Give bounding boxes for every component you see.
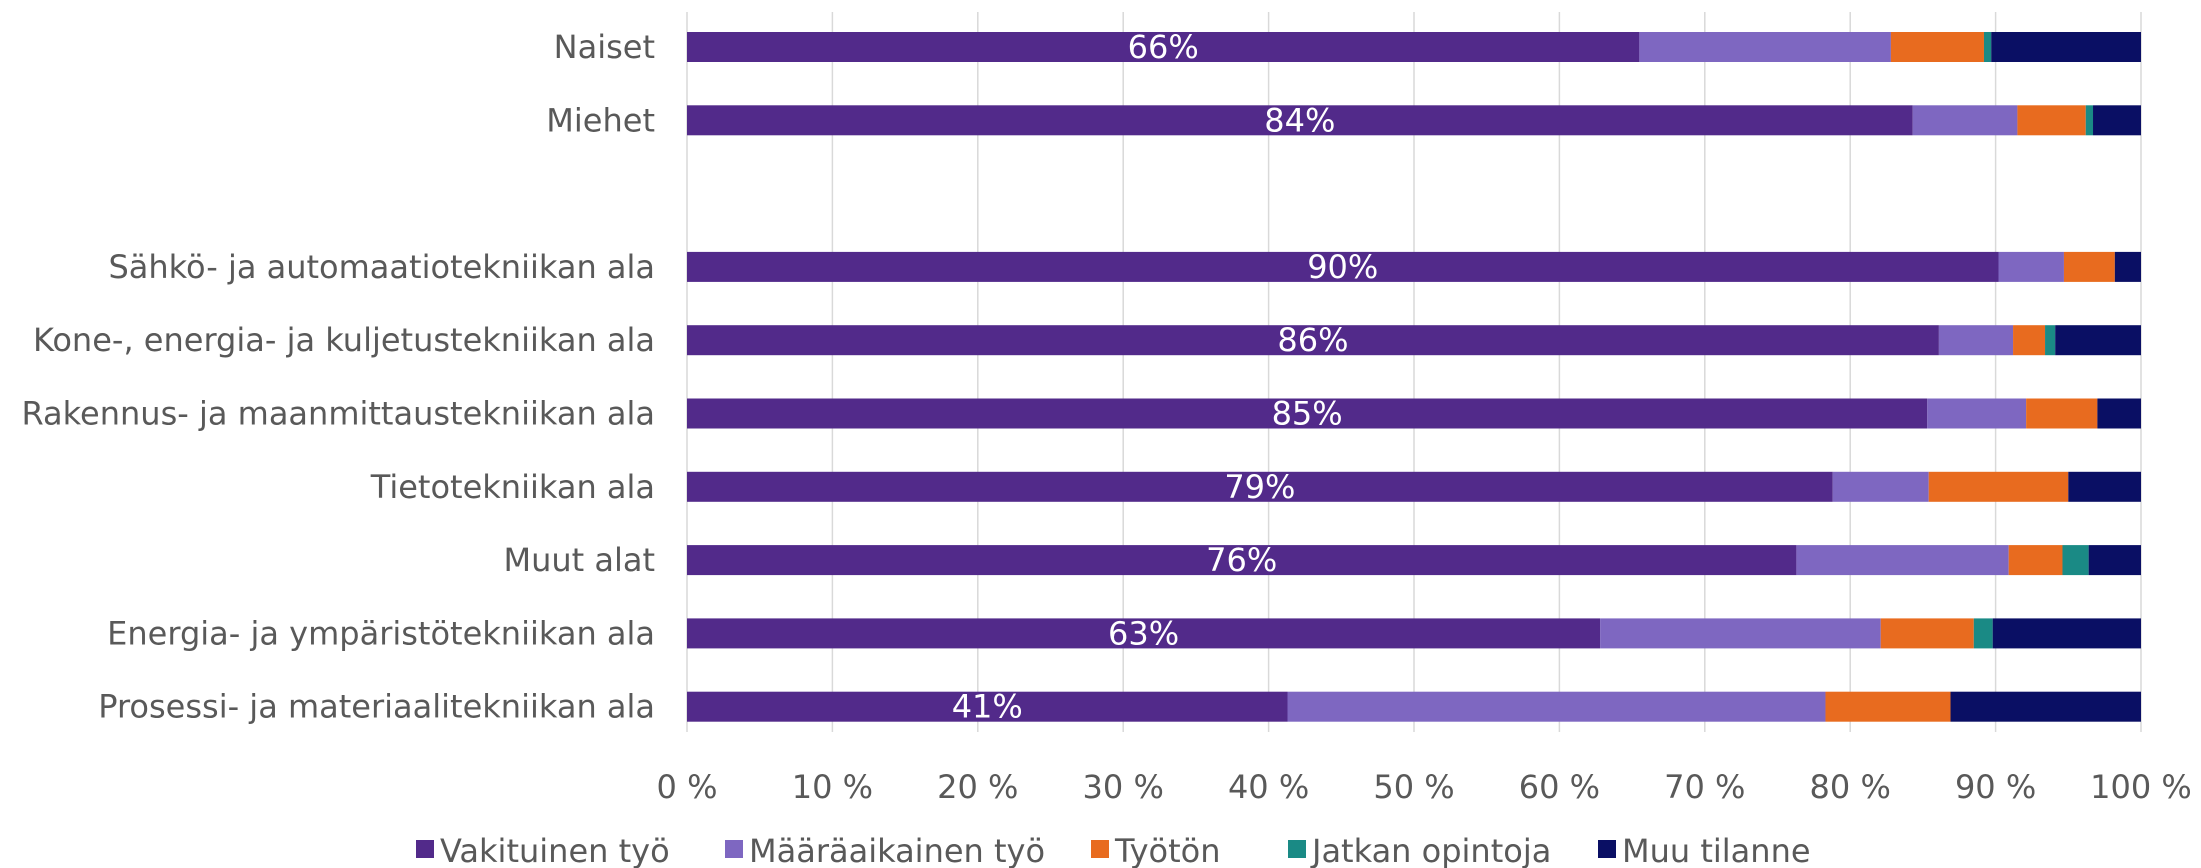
bar-segment — [2008, 545, 2063, 576]
bar-segment — [1287, 691, 1826, 722]
bar-segment — [1912, 105, 2018, 136]
category-label: Naiset — [554, 28, 655, 66]
bars — [687, 32, 2141, 722]
data-label: 66% — [1128, 28, 1199, 66]
category-label: Muut alat — [503, 541, 655, 579]
bar-segment — [687, 325, 1939, 356]
x-tick-label: 80 % — [1810, 768, 1891, 806]
x-tick-label: 60 % — [1519, 768, 1600, 806]
category-label: Prosessi- ja materiaalitekniikan ala — [98, 688, 655, 726]
bar-segment — [687, 618, 1601, 649]
x-tick-label: 50 % — [1373, 768, 1454, 806]
bar-segment — [2026, 398, 2098, 429]
bar-segment — [687, 691, 1288, 722]
bar-segment — [687, 398, 1928, 429]
bar-segment — [2114, 251, 2141, 282]
legend-swatch — [416, 840, 434, 858]
legend-label: Työtön — [1114, 832, 1220, 868]
data-label: 90% — [1307, 248, 1378, 286]
bar-segment — [2045, 325, 2056, 356]
bar-segment — [2063, 251, 2115, 282]
bar-segment — [1927, 398, 2027, 429]
bar-segment — [2085, 105, 2094, 136]
data-label: 85% — [1272, 395, 1343, 433]
bar-segment — [1600, 618, 1881, 649]
x-tick-label: 10 % — [792, 768, 873, 806]
x-tick-label: 90 % — [1955, 768, 2036, 806]
x-tick-label: 30 % — [1083, 768, 1164, 806]
bar-segment — [2068, 471, 2141, 502]
bar-segment — [1998, 251, 2064, 282]
legend: Vakituinen työ Määräaikainen työ Työtön Jat… — [416, 832, 1811, 868]
x-tick-label: 70 % — [1664, 768, 1745, 806]
legend-label: Vakituinen työ — [440, 832, 670, 868]
bar-segment — [687, 545, 1797, 576]
legend-swatch — [1598, 840, 1616, 858]
data-label: 86% — [1277, 321, 1348, 359]
bar-segment — [1983, 32, 1992, 62]
bar-segment — [1880, 618, 1974, 649]
bar-segment — [2055, 325, 2141, 356]
legend-label: Muu tilanne — [1622, 832, 1811, 868]
bar-segment — [1973, 618, 1993, 649]
bar-segment — [1890, 32, 1984, 62]
bar-segment — [2013, 325, 2046, 356]
x-tick-label: 100 % — [2090, 768, 2192, 806]
bar-segment — [1832, 471, 1929, 502]
bar-segment — [1796, 545, 2009, 576]
bar-segment — [1938, 325, 2014, 356]
bar-segment — [1825, 691, 1951, 722]
x-axis-ticks: 0 % 10 % 20 % 30 % 40 % 50 % 60 % 70 % 80 % 90 % 1… — [657, 768, 2192, 806]
bar-segment — [687, 471, 1833, 502]
data-label: 84% — [1264, 101, 1335, 139]
x-tick-label: 40 % — [1228, 768, 1309, 806]
data-label: 63% — [1108, 614, 1179, 652]
bar-segment — [2017, 105, 2086, 136]
category-label: Tietotekniikan ala — [370, 468, 655, 506]
bar-segment — [1639, 32, 1891, 62]
category-label: Sähkö- ja automaatiotekniikan ala — [108, 248, 655, 286]
bar-segment — [2062, 545, 2089, 576]
category-label: Miehet — [546, 101, 655, 139]
category-label: Kone-, energia- ja kuljetustekniikan ala — [33, 321, 655, 359]
x-tick-label: 20 % — [937, 768, 1018, 806]
data-label: 79% — [1224, 468, 1295, 506]
bar-segment — [687, 105, 1913, 136]
data-label: 76% — [1206, 541, 1277, 579]
data-labels: 66% 84% 90% 86% 85% 79% 76% 63% 41% — [952, 28, 1379, 726]
category-label: Rakennus- ja maanmittaustekniikan ala — [22, 395, 655, 433]
category-label: Energia- ja ympäristötekniikan ala — [107, 614, 655, 652]
bar-segment — [1991, 32, 2141, 62]
bar-segment — [1928, 471, 2069, 502]
legend-label: Jatkan opintoja — [1310, 832, 1551, 868]
bar-segment — [2093, 105, 2141, 136]
bar-segment — [2088, 545, 2141, 576]
category-labels: Naiset Miehet Sähkö- ja automaatiotekniika… — [22, 28, 655, 726]
legend-swatch — [1288, 840, 1306, 858]
bar-segment — [687, 251, 1999, 282]
bar-segment — [1950, 691, 2141, 722]
x-tick-label: 0 % — [657, 768, 718, 806]
legend-label: Määräaikainen työ — [749, 832, 1045, 868]
bar-segment — [2097, 398, 2141, 429]
bar-segment — [1992, 618, 2141, 649]
legend-swatch — [725, 840, 743, 858]
legend-swatch — [1091, 840, 1109, 858]
data-label: 41% — [952, 688, 1023, 726]
bar-segment — [687, 32, 1640, 62]
